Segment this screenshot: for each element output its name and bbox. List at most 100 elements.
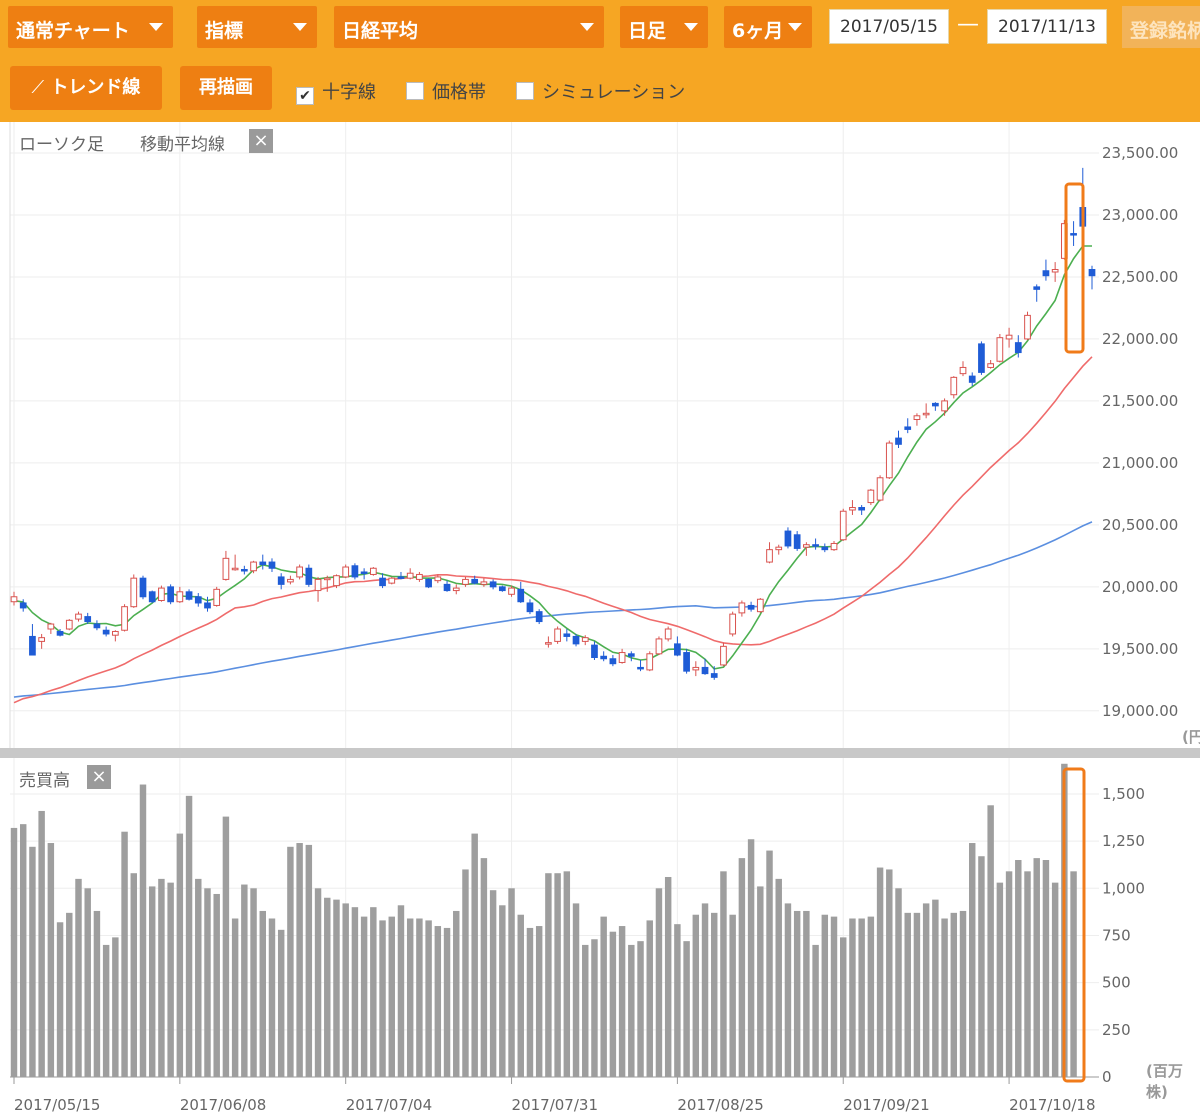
volume-bar <box>213 893 220 1077</box>
candle <box>305 564 313 587</box>
close-icon[interactable]: × <box>249 129 273 153</box>
x-tick-label: 2017/09/21 <box>843 1096 929 1114</box>
chevron-down-icon <box>684 23 698 31</box>
candle <box>452 584 460 595</box>
candle <box>545 636 552 648</box>
panel-divider[interactable] <box>0 748 1200 758</box>
volume-bar <box>876 867 884 1077</box>
candle <box>867 488 875 506</box>
close-icon[interactable]: × <box>87 765 111 789</box>
candle <box>425 578 432 589</box>
volume-bar <box>250 888 257 1077</box>
period-select[interactable]: 6ヶ月 <box>724 6 812 48</box>
candle <box>194 593 202 607</box>
candle <box>968 372 976 387</box>
price-tick-label: 22,000.00 <box>1102 330 1178 348</box>
volume-bar <box>130 873 138 1077</box>
volume-bar <box>655 888 663 1077</box>
volume-tick-label: 1,000 <box>1102 879 1145 897</box>
candle <box>65 619 73 631</box>
volume-bar <box>628 944 635 1077</box>
redraw-button[interactable]: 再描画 <box>180 66 272 110</box>
candle <box>766 542 773 564</box>
candle <box>683 648 690 674</box>
volume-bar <box>112 937 119 1077</box>
volume-bar <box>38 810 45 1077</box>
candle <box>19 599 27 612</box>
volume-bar <box>185 795 193 1077</box>
volume-tick-label: 250 <box>1102 1021 1131 1039</box>
volume-bar <box>370 907 377 1077</box>
volume-bar <box>75 878 82 1077</box>
volume-bar <box>517 914 524 1077</box>
chart-type-select[interactable]: 通常チャート <box>8 6 173 48</box>
volume-bar <box>19 824 27 1077</box>
volume-bar <box>720 871 727 1077</box>
volume-bar <box>480 858 488 1077</box>
volume-bar <box>941 918 948 1077</box>
volume-bar <box>563 871 571 1077</box>
candle <box>618 648 626 664</box>
candle <box>996 333 1004 363</box>
volume-bar <box>701 903 709 1077</box>
indicator-select[interactable]: 指標 <box>197 6 317 48</box>
candle <box>176 586 184 603</box>
candle <box>535 609 543 625</box>
candle <box>397 571 405 580</box>
volume-bar <box>47 843 55 1077</box>
trend-line-label: トレンド線 <box>50 77 141 98</box>
volume-tick-label: 1,500 <box>1102 785 1145 803</box>
chart-type-label: 通常チャート <box>16 20 130 42</box>
legend-volume: 売買高 <box>19 771 70 791</box>
volume-bar <box>775 878 782 1077</box>
volume-bar <box>692 914 700 1077</box>
candle <box>56 628 64 637</box>
candle <box>259 554 267 570</box>
volume-bar <box>950 912 958 1077</box>
volume-bar <box>1042 860 1050 1077</box>
candle <box>489 579 497 590</box>
crosshair-label: 十字線 <box>322 82 376 103</box>
candle <box>701 658 709 675</box>
price-tick-label: 19,500.00 <box>1102 640 1178 658</box>
volume-bar <box>793 910 801 1077</box>
toolbar: 通常チャート 指標 日経平均 日足 6ヶ月 2017/05/15 — 2017/… <box>0 0 1200 122</box>
checkbox-empty-icon <box>516 82 534 100</box>
candle <box>240 565 248 575</box>
volume-bar <box>148 886 156 1077</box>
candle <box>627 651 635 662</box>
volume-bar <box>66 912 73 1077</box>
volume-bar <box>342 903 349 1077</box>
simulation-checkbox[interactable]: シミュレーション <box>516 78 685 104</box>
volume-bar <box>1051 882 1059 1077</box>
trend-line-button[interactable]: ⟋ トレンド線 <box>10 66 162 110</box>
volume-bar <box>508 888 515 1077</box>
interval-select[interactable]: 日足 <box>620 6 708 48</box>
candle <box>148 590 156 603</box>
volume-bar <box>425 920 432 1077</box>
x-tick-label: 2017/05/15 <box>14 1096 100 1114</box>
date-from-input[interactable]: 2017/05/15 <box>829 9 949 44</box>
indicator-label: 指標 <box>205 20 244 42</box>
candle <box>526 599 534 615</box>
candle <box>775 544 783 555</box>
register-button[interactable]: 登録銘柄 <box>1122 6 1200 48</box>
highlight-box-volume <box>1062 767 1086 1083</box>
volume-bar <box>397 905 405 1077</box>
candle <box>314 576 322 602</box>
candle <box>821 543 829 553</box>
candle <box>277 573 285 590</box>
volume-bar <box>1005 871 1013 1077</box>
candle <box>1005 327 1013 348</box>
candle <box>351 563 359 580</box>
volume-bar <box>204 888 211 1077</box>
volume-bar <box>176 833 184 1077</box>
crosshair-checkbox[interactable]: ✔ 十字線 <box>296 78 376 105</box>
date-to-input[interactable]: 2017/11/13 <box>987 9 1107 44</box>
symbol-select[interactable]: 日経平均 <box>334 6 604 48</box>
checkbox-empty-icon <box>406 82 424 100</box>
candle <box>130 574 138 608</box>
price-band-checkbox[interactable]: 価格帯 <box>406 78 486 104</box>
legend-moving-average: 移動平均線 <box>140 135 225 155</box>
